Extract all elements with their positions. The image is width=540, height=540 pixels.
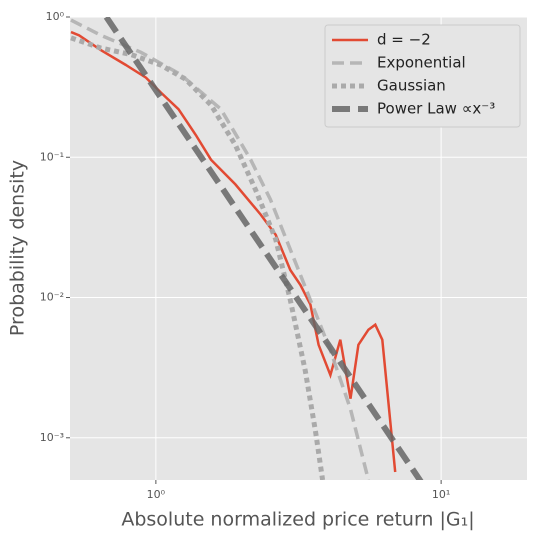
x-tick-label: 10⁰ xyxy=(147,488,166,501)
legend xyxy=(324,24,521,128)
legend-label: d = −2 xyxy=(377,31,431,49)
series-line xyxy=(70,35,326,480)
series-line xyxy=(103,17,424,480)
legend-label: Power Law ∝x⁻³ xyxy=(377,100,495,118)
x-tick-label: 10¹ xyxy=(432,488,450,501)
y-tick-label: 10⁻³ xyxy=(40,431,64,444)
x-axis-label: Absolute normalized price return |G₁| xyxy=(121,509,474,531)
y-axis-label: Probability density xyxy=(7,160,29,336)
series-line xyxy=(70,18,371,480)
legend-label: Gaussian xyxy=(377,77,446,95)
legend-label: Exponential xyxy=(377,54,466,72)
y-tick-label: 10⁻² xyxy=(40,291,64,304)
y-tick-label: 10⁰ xyxy=(46,10,65,23)
y-tick-label: 10⁻¹ xyxy=(40,150,64,163)
